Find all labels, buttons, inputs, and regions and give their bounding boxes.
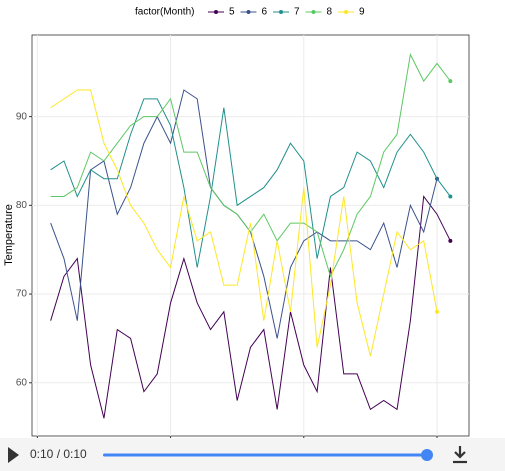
legend-label: 9: [359, 7, 365, 18]
end-point: [448, 238, 453, 243]
legend-title: factor(Month): [135, 7, 194, 18]
play-button[interactable]: [8, 447, 19, 463]
legend-key-dot: [344, 10, 348, 14]
legend-key-dot: [246, 10, 251, 14]
end-point: [448, 194, 453, 199]
end-point: [435, 309, 440, 314]
series-line: [50, 195, 451, 419]
legend-label: 5: [229, 7, 235, 18]
legend-key-dot: [214, 10, 218, 14]
legend-label: 6: [262, 7, 268, 18]
series-line: [50, 89, 438, 357]
download-button[interactable]: [453, 446, 467, 464]
progress-knob[interactable]: [421, 449, 433, 461]
player-controls: 0:10 / 0:10: [0, 438, 505, 471]
player-time: 0:10 / 0:10: [30, 447, 87, 461]
legend-label: 7: [294, 7, 300, 18]
progress-bar[interactable]: [103, 453, 427, 457]
legend-label: 8: [327, 7, 333, 18]
y-tick-label: 60: [16, 377, 28, 388]
y-tick-label: 90: [16, 111, 28, 122]
series-line: [50, 52, 451, 278]
series-line: [50, 98, 451, 268]
legend-key-dot: [311, 10, 316, 14]
y-axis-label: Temperature: [3, 204, 15, 266]
legend-key-dot: [279, 10, 283, 14]
y-tick-label: 80: [16, 200, 28, 211]
y-tick-label: 70: [16, 289, 28, 300]
end-point: [448, 79, 453, 84]
